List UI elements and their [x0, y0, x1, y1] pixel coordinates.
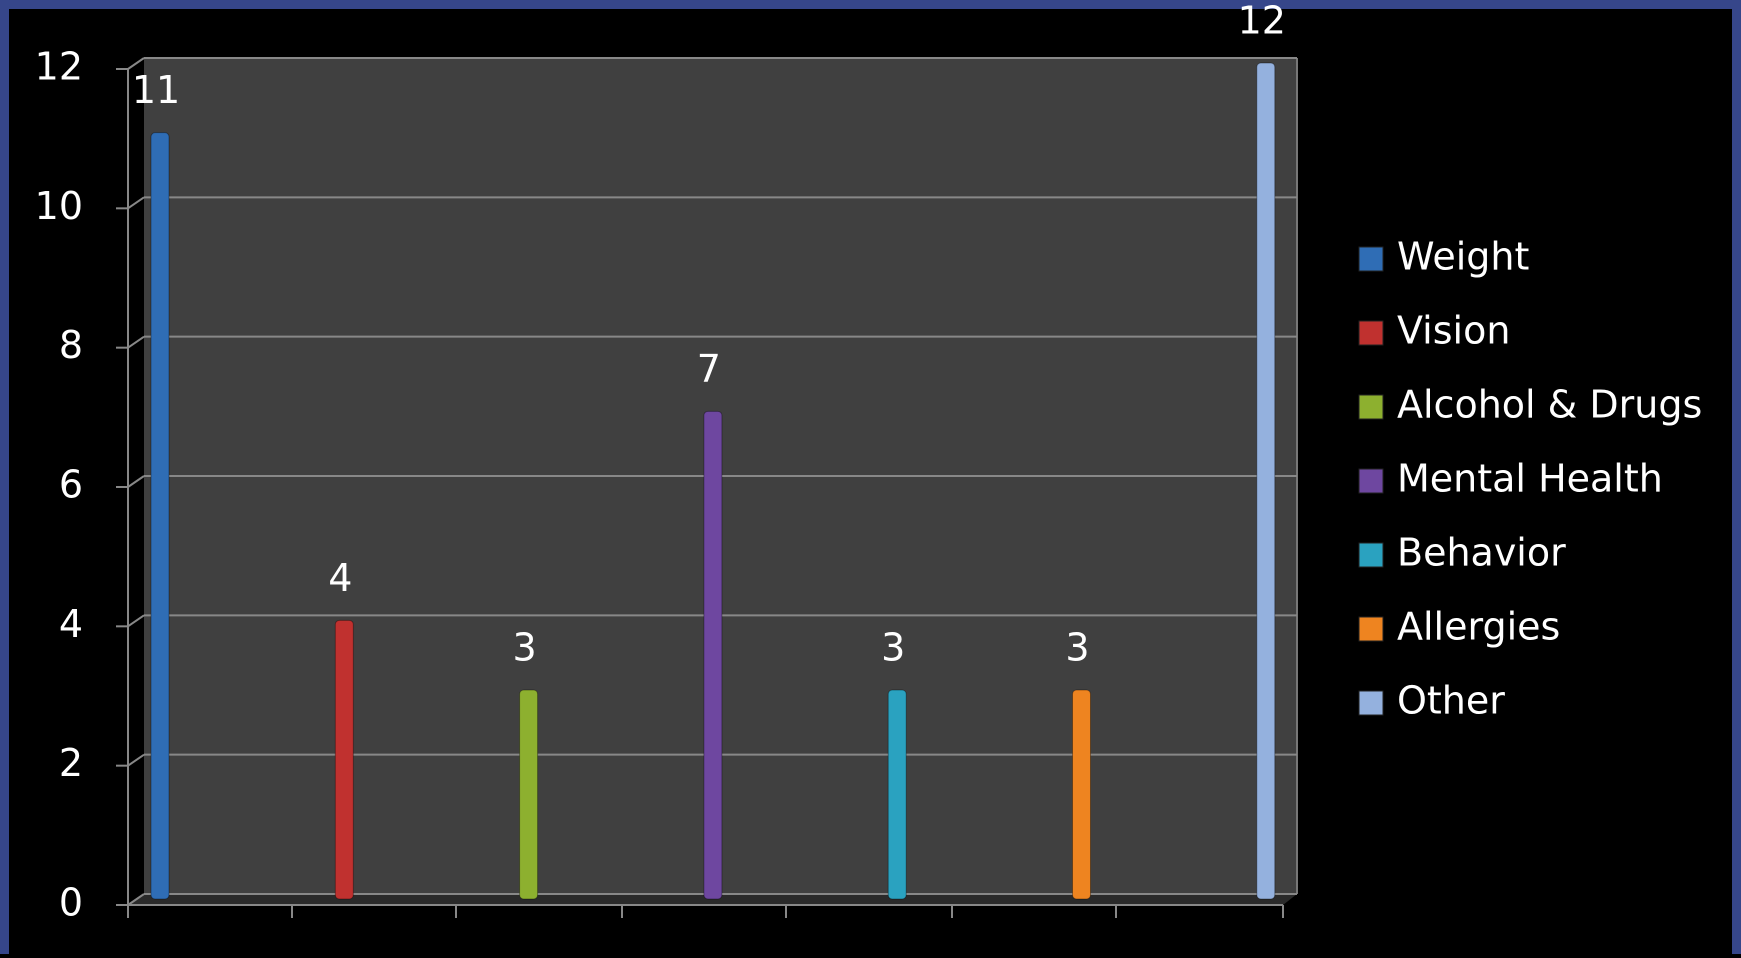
y-tick-label: 6 [59, 463, 83, 507]
bar [150, 132, 170, 900]
legend-label: Weight [1397, 235, 1529, 279]
y-tick-label: 2 [59, 741, 83, 785]
y-tick-label: 10 [35, 184, 83, 228]
grid-line [127, 753, 145, 767]
bar [334, 619, 354, 900]
data-label: 3 [513, 626, 537, 670]
data-label: 11 [132, 68, 180, 112]
legend-swatch [1358, 394, 1384, 420]
data-label: 3 [881, 626, 905, 670]
legend-label: Alcohol & Drugs [1397, 383, 1702, 427]
grid-line [127, 335, 145, 349]
floor [128, 894, 1297, 905]
grid-line [127, 893, 145, 906]
grid-line [127, 196, 145, 210]
data-label: 4 [328, 556, 352, 600]
bar [1256, 62, 1276, 900]
grid-line [127, 57, 145, 70]
legend-label: Other [1397, 679, 1505, 723]
legend-label: Mental Health [1397, 457, 1663, 501]
y-tick-label: 8 [59, 323, 83, 367]
legend-swatch [1358, 616, 1384, 642]
legend-label: Vision [1397, 309, 1510, 353]
data-label: 7 [697, 347, 721, 391]
legend-swatch [1358, 320, 1384, 346]
y-tick-label: 12 [35, 45, 83, 89]
y-tick-label: 0 [59, 881, 83, 925]
legend-label: Behavior [1397, 531, 1566, 575]
legend-label: Allergies [1397, 605, 1560, 649]
bar [703, 410, 723, 900]
y-tick-label: 4 [59, 602, 83, 646]
legend-swatch [1358, 246, 1384, 272]
bar [519, 689, 539, 900]
legend-swatch [1358, 468, 1384, 494]
data-label: 3 [1065, 626, 1089, 670]
grid-line [127, 475, 145, 488]
legend-swatch [1358, 542, 1384, 568]
data-label: 12 [1238, 0, 1286, 43]
legend-swatch [1358, 690, 1384, 716]
bar [887, 689, 907, 900]
bar [1072, 689, 1091, 900]
x-axis-ticks [127, 905, 1284, 918]
grid-line [127, 614, 145, 628]
